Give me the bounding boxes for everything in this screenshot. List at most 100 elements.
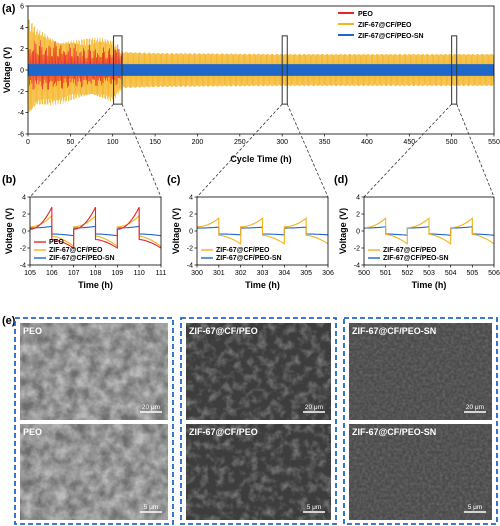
chart-b-xlabel: Time (h)	[78, 280, 113, 290]
tick-chart-c-y: 2	[189, 212, 193, 219]
tick-chart-d-x: 501	[380, 270, 392, 277]
tick-a-x: 0	[26, 139, 30, 146]
tick-chart-c-x: 305	[300, 270, 312, 277]
chart-b-ylabel: Voltage (V)	[4, 208, 14, 254]
tick-chart-d-y: 2	[356, 212, 360, 219]
sem-image: ZIF-67@CF/PEO-SN 5 μm	[349, 424, 492, 520]
chart-a-xlabel: Cycle Time (h)	[230, 154, 291, 164]
sem-frame	[180, 317, 337, 525]
chart-c-legend-label: ZIF-67@CF/PEO-SN	[216, 255, 282, 262]
zoom-connector-lines	[29, 103, 495, 198]
sem-group-2: ZIF-67@CF/PEO 20 μm ZIF-67@CF/PEO 5 μm	[180, 317, 337, 525]
chart-a-ylabel: Voltage (V)	[2, 47, 12, 93]
tick-a-x: 50	[66, 139, 74, 146]
chart-b-legend-label: ZIF-67@CF/PEO-SN	[49, 255, 115, 262]
chart-b: 105 106 107 108 109 110 111 -4 -2 0 2 4 Voltage (V) T…	[4, 195, 166, 291]
tick-a-x: 300	[276, 139, 288, 146]
tick-chart-b-x: 107	[68, 270, 80, 277]
scale-label: 5 μm	[468, 504, 483, 511]
zoom-box-3	[451, 35, 458, 105]
tick-chart-b-y: 2	[22, 212, 26, 219]
zoom-box-1	[113, 35, 123, 105]
tick-chart-d-y: 4	[356, 195, 360, 202]
tick-chart-b-x: 106	[46, 270, 58, 277]
panel-letter-e: (e)	[2, 315, 16, 327]
legend-a-label-zif-peo-sn: ZIF-67@CF/PEO-SN	[358, 33, 424, 40]
tick-a-y: 4	[20, 25, 24, 32]
tick-chart-c-x: 304	[278, 270, 290, 277]
sem-frame	[343, 317, 498, 525]
tick-chart-d-x: 500	[358, 270, 370, 277]
legend-a-label-zif-peo: ZIF-67@CF/PEO	[358, 22, 412, 29]
tick-a-x: 350	[319, 139, 331, 146]
tick-chart-b-x: 110	[134, 270, 145, 277]
tick-a-x: 450	[403, 139, 415, 146]
tick-a-y: -2	[18, 89, 24, 96]
tick-chart-d-x: 502	[401, 270, 413, 277]
scale-label: 20 μm	[466, 404, 484, 411]
tick-chart-d-y: -4	[354, 263, 360, 270]
tick-a-y: 6	[20, 4, 24, 11]
tick-chart-b-x: 109	[111, 270, 123, 277]
tick-chart-d-x: 505	[466, 270, 478, 277]
tick-chart-d-y: -2	[354, 246, 360, 253]
chart-c-ylabel: Voltage (V)	[171, 208, 181, 254]
tick-chart-c-x: 303	[257, 270, 269, 277]
sem-frame	[14, 317, 174, 525]
tick-chart-c-y: -2	[187, 246, 193, 253]
panel-letter-b: (b)	[2, 174, 16, 186]
sem-label: ZIF-67@CF/PEO	[189, 427, 258, 437]
tick-chart-c-x: 301	[213, 270, 225, 277]
tick-a-y: 2	[20, 46, 24, 53]
series-chart-d-zif-67-cf-peo	[363, 217, 495, 245]
chart-c-legend-label: ZIF-67@CF/PEO	[216, 247, 270, 254]
sem-image: ZIF-67@CF/PEO 20 μm	[186, 323, 331, 420]
tick-a-x: 100	[107, 139, 119, 146]
scale-label: 5 μm	[144, 504, 159, 511]
tick-chart-b-y: -2	[20, 246, 26, 253]
tick-chart-d-x: 503	[423, 270, 435, 277]
chart-c: 300 301 302 303 304 305 306 -4 -2 0 2 4 Voltage (V) T…	[171, 195, 334, 291]
chart-b-legend-label: PEO	[49, 239, 64, 246]
chart-a-legend: PEO ZIF-67@CF/PEO ZIF-67@CF/PEO-SN	[338, 11, 424, 40]
panel-letter-a: (a)	[2, 3, 16, 15]
tick-chart-c-x: 300	[191, 270, 203, 277]
tick-a-y: -6	[18, 132, 24, 139]
tick-chart-c-y: 0	[189, 229, 193, 236]
scale-label: 20 μm	[305, 404, 323, 411]
tick-a-x: 500	[446, 139, 458, 146]
sem-image: ZIF-67@CF/PEO 5 μm	[186, 424, 331, 520]
chart-d-legend-label: ZIF-67@CF/PEO-SN	[383, 255, 449, 262]
sem-image: PEO 20 μm	[20, 323, 168, 420]
chart-d-ylabel: Voltage (V)	[338, 208, 348, 254]
tick-chart-b-x: 105	[24, 270, 36, 277]
series-a-zif-peo-sn	[28, 64, 494, 76]
chart-d: 500 501 502 503 504 505 506 -4 -2 0 2 4 Voltage (V) T…	[338, 195, 500, 291]
tick-chart-b-x: 108	[90, 270, 102, 277]
series-chart-c-zif-67-cf-peo	[196, 217, 329, 245]
sem-label: PEO	[23, 427, 42, 437]
sem-image: PEO 5 μm	[20, 424, 168, 520]
tick-a-x: 150	[149, 139, 161, 146]
sem-label: ZIF-67@CF/PEO-SN	[352, 326, 436, 336]
tick-a-y: 0	[20, 68, 24, 75]
chart-d-legend-label: ZIF-67@CF/PEO	[383, 247, 437, 254]
tick-chart-b-y: -4	[20, 263, 26, 270]
panel-letter-c: (c)	[167, 174, 181, 186]
chart-b-legend-label: ZIF-67@CF/PEO	[49, 247, 103, 254]
tick-chart-c-y: 4	[189, 195, 193, 202]
sem-image: ZIF-67@CF/PEO-SN 20 μm	[349, 323, 492, 420]
scale-label: 20 μm	[142, 404, 160, 411]
tick-a-y: -4	[18, 110, 24, 117]
tick-chart-d-y: 0	[356, 229, 360, 236]
sem-label: ZIF-67@CF/PEO-SN	[352, 427, 436, 437]
tick-chart-b-y: 4	[22, 195, 26, 202]
tick-chart-c-y: -4	[187, 263, 193, 270]
sem-label: PEO	[23, 326, 42, 336]
sem-label: ZIF-67@CF/PEO	[189, 326, 258, 336]
